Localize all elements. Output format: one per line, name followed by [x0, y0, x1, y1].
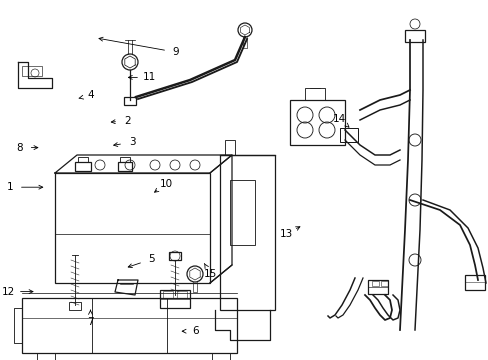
Bar — [464, 275, 484, 290]
Text: 9: 9 — [172, 47, 179, 57]
Bar — [120, 157, 130, 162]
Bar — [212, 353, 229, 360]
Bar — [224, 140, 235, 155]
Text: 4: 4 — [87, 90, 94, 100]
Text: 10: 10 — [160, 179, 172, 189]
Bar — [37, 353, 55, 360]
Text: 7: 7 — [87, 317, 94, 327]
Text: 3: 3 — [128, 137, 135, 147]
Text: 6: 6 — [192, 326, 199, 336]
Text: 1: 1 — [6, 182, 13, 192]
Bar — [380, 281, 387, 286]
Bar — [55, 173, 209, 283]
Text: 8: 8 — [16, 143, 23, 153]
Text: 13: 13 — [279, 229, 292, 239]
Text: 15: 15 — [203, 269, 217, 279]
Bar — [220, 155, 274, 310]
Bar — [169, 252, 181, 260]
Bar — [305, 88, 325, 100]
Bar — [78, 157, 88, 162]
Bar — [22, 298, 237, 353]
Bar — [289, 100, 345, 145]
Text: 14: 14 — [332, 114, 346, 124]
Bar — [160, 290, 190, 308]
Bar — [75, 162, 91, 171]
Bar — [177, 291, 186, 298]
Bar — [367, 280, 387, 294]
Bar — [118, 162, 132, 171]
Bar — [339, 128, 357, 142]
Bar — [371, 281, 378, 286]
Text: 11: 11 — [142, 72, 156, 82]
Bar — [163, 291, 173, 298]
Bar — [404, 30, 424, 42]
Text: 12: 12 — [2, 287, 16, 297]
Bar — [124, 97, 136, 105]
Text: 5: 5 — [148, 254, 155, 264]
Bar — [22, 66, 42, 76]
Text: 2: 2 — [123, 116, 130, 126]
Bar — [229, 180, 254, 245]
Bar — [69, 302, 81, 310]
